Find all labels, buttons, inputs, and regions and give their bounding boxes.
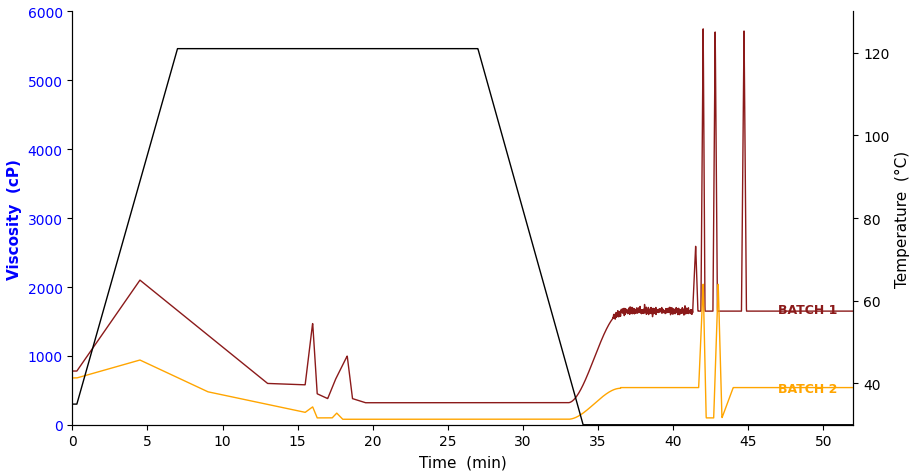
X-axis label: Time  (min): Time (min) — [419, 454, 507, 469]
Text: BATCH 2: BATCH 2 — [779, 383, 837, 396]
Y-axis label: Viscosity  (cP): Viscosity (cP) — [7, 159, 22, 279]
Text: BATCH 1: BATCH 1 — [779, 303, 837, 316]
Y-axis label: Temperature  (°C): Temperature (°C) — [895, 150, 910, 287]
